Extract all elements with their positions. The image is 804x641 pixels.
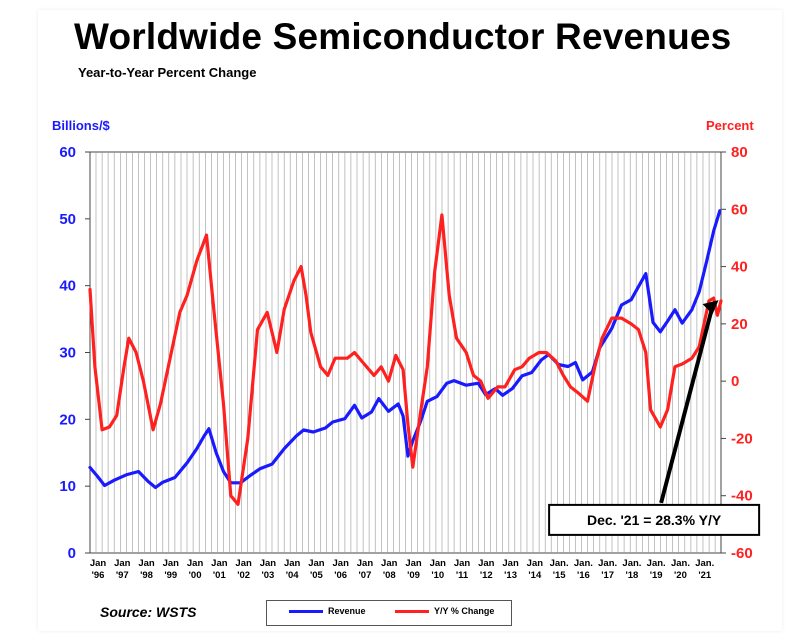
x-tick-label: Jan. bbox=[598, 558, 617, 569]
x-tick-label: '18 bbox=[626, 570, 639, 581]
x-tick-label: '03 bbox=[261, 570, 274, 581]
x-tick-label: Jan bbox=[478, 558, 495, 569]
x-tick-label: Jan bbox=[114, 558, 131, 569]
x-tick-label: '14 bbox=[528, 570, 542, 581]
right-axis-tick-label: 60 bbox=[731, 201, 748, 218]
left-axis-tick-label: 0 bbox=[68, 545, 76, 562]
x-tick-label: '07 bbox=[359, 570, 372, 581]
x-tick-label: Jan bbox=[381, 558, 398, 569]
x-tick-label: '10 bbox=[431, 570, 444, 581]
right-axis-tick-label: 0 bbox=[731, 373, 739, 390]
x-tick-label: Jan bbox=[308, 558, 325, 569]
left-axis-tick-label: 30 bbox=[59, 345, 76, 362]
x-tick-label: Jan bbox=[187, 558, 204, 569]
left-axis-tick-label: 50 bbox=[59, 211, 76, 228]
x-tick-label: Jan bbox=[235, 558, 252, 569]
x-tick-label: '97 bbox=[116, 570, 129, 581]
x-tick-label: '96 bbox=[92, 570, 105, 581]
x-tick-label: Jan bbox=[405, 558, 422, 569]
legend-swatch-yoy bbox=[395, 610, 429, 614]
right-axis-tick-label: 80 bbox=[731, 144, 748, 161]
right-axis-tick-label: -20 bbox=[731, 430, 753, 447]
left-axis-tick-label: 20 bbox=[59, 411, 76, 428]
legend-item-revenue: Revenue bbox=[289, 606, 366, 616]
x-tick-label: Jan bbox=[430, 558, 447, 569]
legend-label-yoy: Y/Y % Change bbox=[434, 606, 495, 616]
left-axis-tick-label: 60 bbox=[59, 144, 76, 161]
x-tick-label: Jan bbox=[138, 558, 155, 569]
left-axis-title: Billions/$ bbox=[52, 118, 110, 133]
right-axis-tick-label: 40 bbox=[731, 259, 748, 276]
x-tick-label: '01 bbox=[213, 570, 227, 581]
x-tick-label: Jan. bbox=[550, 558, 569, 569]
chart-subtitle: Year-to-Year Percent Change bbox=[78, 65, 257, 80]
x-tick-label: '02 bbox=[237, 570, 250, 581]
x-tick-label: '98 bbox=[140, 570, 153, 581]
x-tick-label: '21 bbox=[698, 570, 712, 581]
x-tick-label: Jan bbox=[333, 558, 350, 569]
x-tick-label: '06 bbox=[334, 570, 347, 581]
x-tick-label: Jan bbox=[90, 558, 107, 569]
chart-title: Worldwide Semiconductor Revenues bbox=[74, 16, 732, 57]
x-tick-label: '00 bbox=[189, 570, 202, 581]
x-tick-label: '12 bbox=[480, 570, 493, 581]
annotation-text: Dec. '21 = 28.3% Y/Y bbox=[587, 512, 722, 528]
x-tick-label: Jan. bbox=[695, 558, 714, 569]
annotation-arrowhead bbox=[702, 300, 719, 315]
x-tick-label: Jan bbox=[163, 558, 180, 569]
x-tick-label: Jan bbox=[260, 558, 277, 569]
x-tick-label: '15 bbox=[553, 570, 567, 581]
x-tick-label: Jan. bbox=[622, 558, 641, 569]
right-axis-tick-label: 20 bbox=[731, 316, 748, 333]
source-label: Source: WSTS bbox=[100, 604, 197, 620]
annotation-box bbox=[548, 503, 761, 536]
x-tick-label: Jan bbox=[502, 558, 519, 569]
x-tick-label: Jan bbox=[454, 558, 471, 569]
left-axis-tick-label: 40 bbox=[59, 278, 76, 295]
x-tick-label: Jan. bbox=[671, 558, 690, 569]
x-tick-label: Jan bbox=[211, 558, 228, 569]
right-axis-title: Percent bbox=[706, 118, 754, 133]
x-tick-label: '09 bbox=[407, 570, 420, 581]
x-tick-label: '11 bbox=[456, 570, 469, 581]
right-axis-tick-label: -40 bbox=[731, 488, 753, 505]
x-tick-label: Jan. bbox=[647, 558, 666, 569]
x-tick-label: '99 bbox=[164, 570, 177, 581]
series-line-yoy-change bbox=[88, 213, 723, 506]
x-tick-label: '04 bbox=[286, 570, 300, 581]
x-tick-label: Jan bbox=[357, 558, 374, 569]
x-tick-label: '19 bbox=[650, 570, 663, 581]
x-tick-label: '20 bbox=[674, 570, 687, 581]
x-tick-label: '05 bbox=[310, 570, 324, 581]
legend-swatch-revenue bbox=[289, 610, 323, 614]
series-line-revenue bbox=[88, 209, 722, 490]
x-tick-label: '16 bbox=[577, 570, 590, 581]
x-tick-label: '08 bbox=[383, 570, 396, 581]
x-tick-label: Jan bbox=[284, 558, 301, 569]
left-axis-tick-label: 10 bbox=[59, 478, 76, 495]
x-tick-label: '17 bbox=[601, 570, 614, 581]
legend-label-revenue: Revenue bbox=[328, 606, 366, 616]
x-tick-label: Jan. bbox=[574, 558, 593, 569]
legend: Revenue Y/Y % Change bbox=[266, 600, 512, 626]
annotation-arrow bbox=[659, 305, 715, 504]
x-tick-label: Jan bbox=[527, 558, 544, 569]
legend-item-yoy: Y/Y % Change bbox=[395, 606, 494, 616]
x-tick-label: '13 bbox=[504, 570, 517, 581]
right-axis-tick-label: -60 bbox=[731, 545, 753, 562]
